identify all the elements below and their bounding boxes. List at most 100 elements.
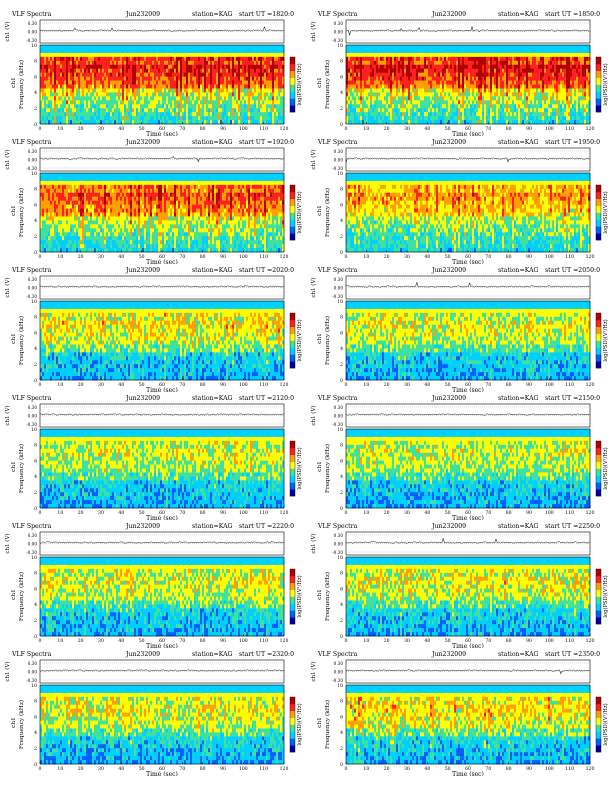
time-tick-label: 20	[78, 382, 84, 388]
freq-tick-label: 8	[34, 187, 37, 193]
panel-title: VLF Spectra	[11, 139, 52, 146]
colorbar	[595, 568, 602, 625]
waveform-tick-label: 0.30	[28, 277, 38, 282]
colorbar-label: log(PSD)(V²/Hz)	[602, 447, 609, 489]
colorbar	[595, 312, 602, 369]
colorbar-label: log(PSD)(V²/Hz)	[602, 63, 609, 105]
panel-station: station=KAG	[498, 651, 539, 658]
freq-tick-label: 0	[34, 122, 37, 128]
panel-station: station=KAG	[192, 395, 233, 402]
time-tick-label: 50	[445, 254, 451, 260]
panel-date: Jun232009	[431, 523, 466, 530]
time-tick-label: 30	[404, 638, 410, 644]
time-tick-label: 100	[239, 382, 248, 388]
time-tick-label: 90	[526, 766, 532, 772]
colorbar-label: log(PSD)(V²/Hz)	[296, 575, 303, 617]
time-tick-label: 90	[526, 126, 532, 132]
time-tick-label: 120	[280, 126, 289, 132]
freq-tick-label: 2	[34, 746, 37, 752]
freq-tick-label: 10	[337, 299, 343, 305]
time-tick-label: 20	[384, 254, 390, 260]
waveform-tick-label: -0.30	[26, 166, 37, 171]
time-tick-label: 0	[345, 510, 348, 516]
waveform-tick-label: -0.30	[332, 38, 343, 43]
time-tick-label: 10	[363, 254, 369, 260]
waveform-tick-label: 0.00	[28, 669, 38, 674]
panel-svg: VLF Spectra Jun232009 station=KAG start UT …	[310, 651, 609, 776]
panel-station: station=KAG	[498, 523, 539, 530]
freq-tick-label: 6	[34, 586, 37, 592]
time-tick-label: 60	[465, 510, 471, 516]
panel-title: VLF Spectra	[11, 267, 52, 274]
freq-channel-label: ch1	[317, 461, 323, 472]
freq-tick-label: 8	[340, 315, 343, 321]
panel-date: Jun232009	[431, 395, 466, 402]
panel-start-time: start UT =1850:0	[545, 11, 600, 18]
time-tick-label: 90	[220, 766, 226, 772]
time-tick-label: 80	[506, 510, 512, 516]
time-tick-label: 50	[445, 766, 451, 772]
time-tick-label: 10	[57, 254, 63, 260]
time-tick-label: 10	[363, 126, 369, 132]
time-tick-label: 50	[139, 766, 145, 772]
time-tick-label: 20	[384, 766, 390, 772]
freq-tick-label: 2	[340, 490, 343, 496]
time-tick-label: 60	[465, 766, 471, 772]
time-tick-label: 50	[139, 510, 145, 516]
waveform-tick-label: 0.30	[334, 21, 344, 26]
time-tick-label: 80	[506, 126, 512, 132]
freq-tick-label: 6	[340, 202, 343, 208]
time-tick-label: 20	[384, 382, 390, 388]
time-tick-label: 100	[239, 638, 248, 644]
time-tick-label: 40	[424, 126, 430, 132]
freq-channel-label: ch1	[317, 333, 323, 344]
time-tick-label: 120	[586, 510, 595, 516]
waveform-tick-label: -0.30	[26, 294, 37, 299]
waveform-tick-label: 0.00	[334, 413, 344, 418]
waveform-tick-label: 0.00	[28, 541, 38, 546]
time-tick-label: 70	[179, 126, 185, 132]
spectrogram-panel: VLF Spectra Jun232009 station=KAG start UT …	[0, 136, 306, 264]
waveform-tick-label: -0.30	[332, 422, 343, 427]
time-tick-label: 70	[485, 766, 491, 772]
time-axis-label: Time (sec)	[146, 131, 178, 136]
time-tick-label: 80	[200, 638, 206, 644]
freq-tick-label: 2	[340, 234, 343, 240]
time-tick-label: 100	[545, 638, 554, 644]
freq-tick-label: 6	[34, 458, 37, 464]
time-axis-label: Time (sec)	[146, 643, 178, 648]
time-tick-label: 90	[220, 254, 226, 260]
waveform-tick-label: 0.30	[28, 149, 38, 154]
time-tick-label: 80	[506, 382, 512, 388]
freq-tick-label: 2	[34, 490, 37, 496]
freq-axis-label: Frequency (kHz)	[324, 60, 331, 109]
freq-tick-label: 2	[340, 618, 343, 624]
time-tick-label: 110	[565, 638, 574, 644]
panel-date: Jun232009	[125, 139, 160, 146]
waveform-trace	[39, 284, 284, 288]
panel-station: station=KAG	[192, 139, 233, 146]
freq-tick-label: 8	[34, 699, 37, 705]
panel-svg: VLF Spectra Jun232009 station=KAG start UT …	[4, 523, 303, 648]
freq-channel-label: ch1	[11, 589, 17, 600]
panel-title: VLF Spectra	[11, 11, 52, 18]
freq-tick-label: 4	[34, 474, 37, 480]
time-axis-label: Time (sec)	[146, 515, 178, 520]
time-tick-label: 0	[345, 254, 348, 260]
freq-tick-label: 2	[340, 106, 343, 112]
waveform-trace	[346, 281, 590, 288]
panel-date: Jun232009	[125, 651, 160, 658]
panel-station: station=KAG	[192, 11, 233, 18]
time-tick-label: 0	[39, 766, 42, 772]
time-tick-label: 40	[424, 254, 430, 260]
panel-start-time: start UT =1920:0	[239, 139, 294, 146]
time-tick-label: 120	[586, 766, 595, 772]
time-tick-label: 10	[363, 766, 369, 772]
time-tick-label: 30	[404, 766, 410, 772]
freq-axis-label: Frequency (kHz)	[324, 444, 331, 493]
panel-date: Jun232009	[125, 267, 160, 274]
time-tick-label: 70	[179, 382, 185, 388]
freq-tick-label: 4	[34, 730, 37, 736]
freq-tick-label: 6	[34, 74, 37, 80]
